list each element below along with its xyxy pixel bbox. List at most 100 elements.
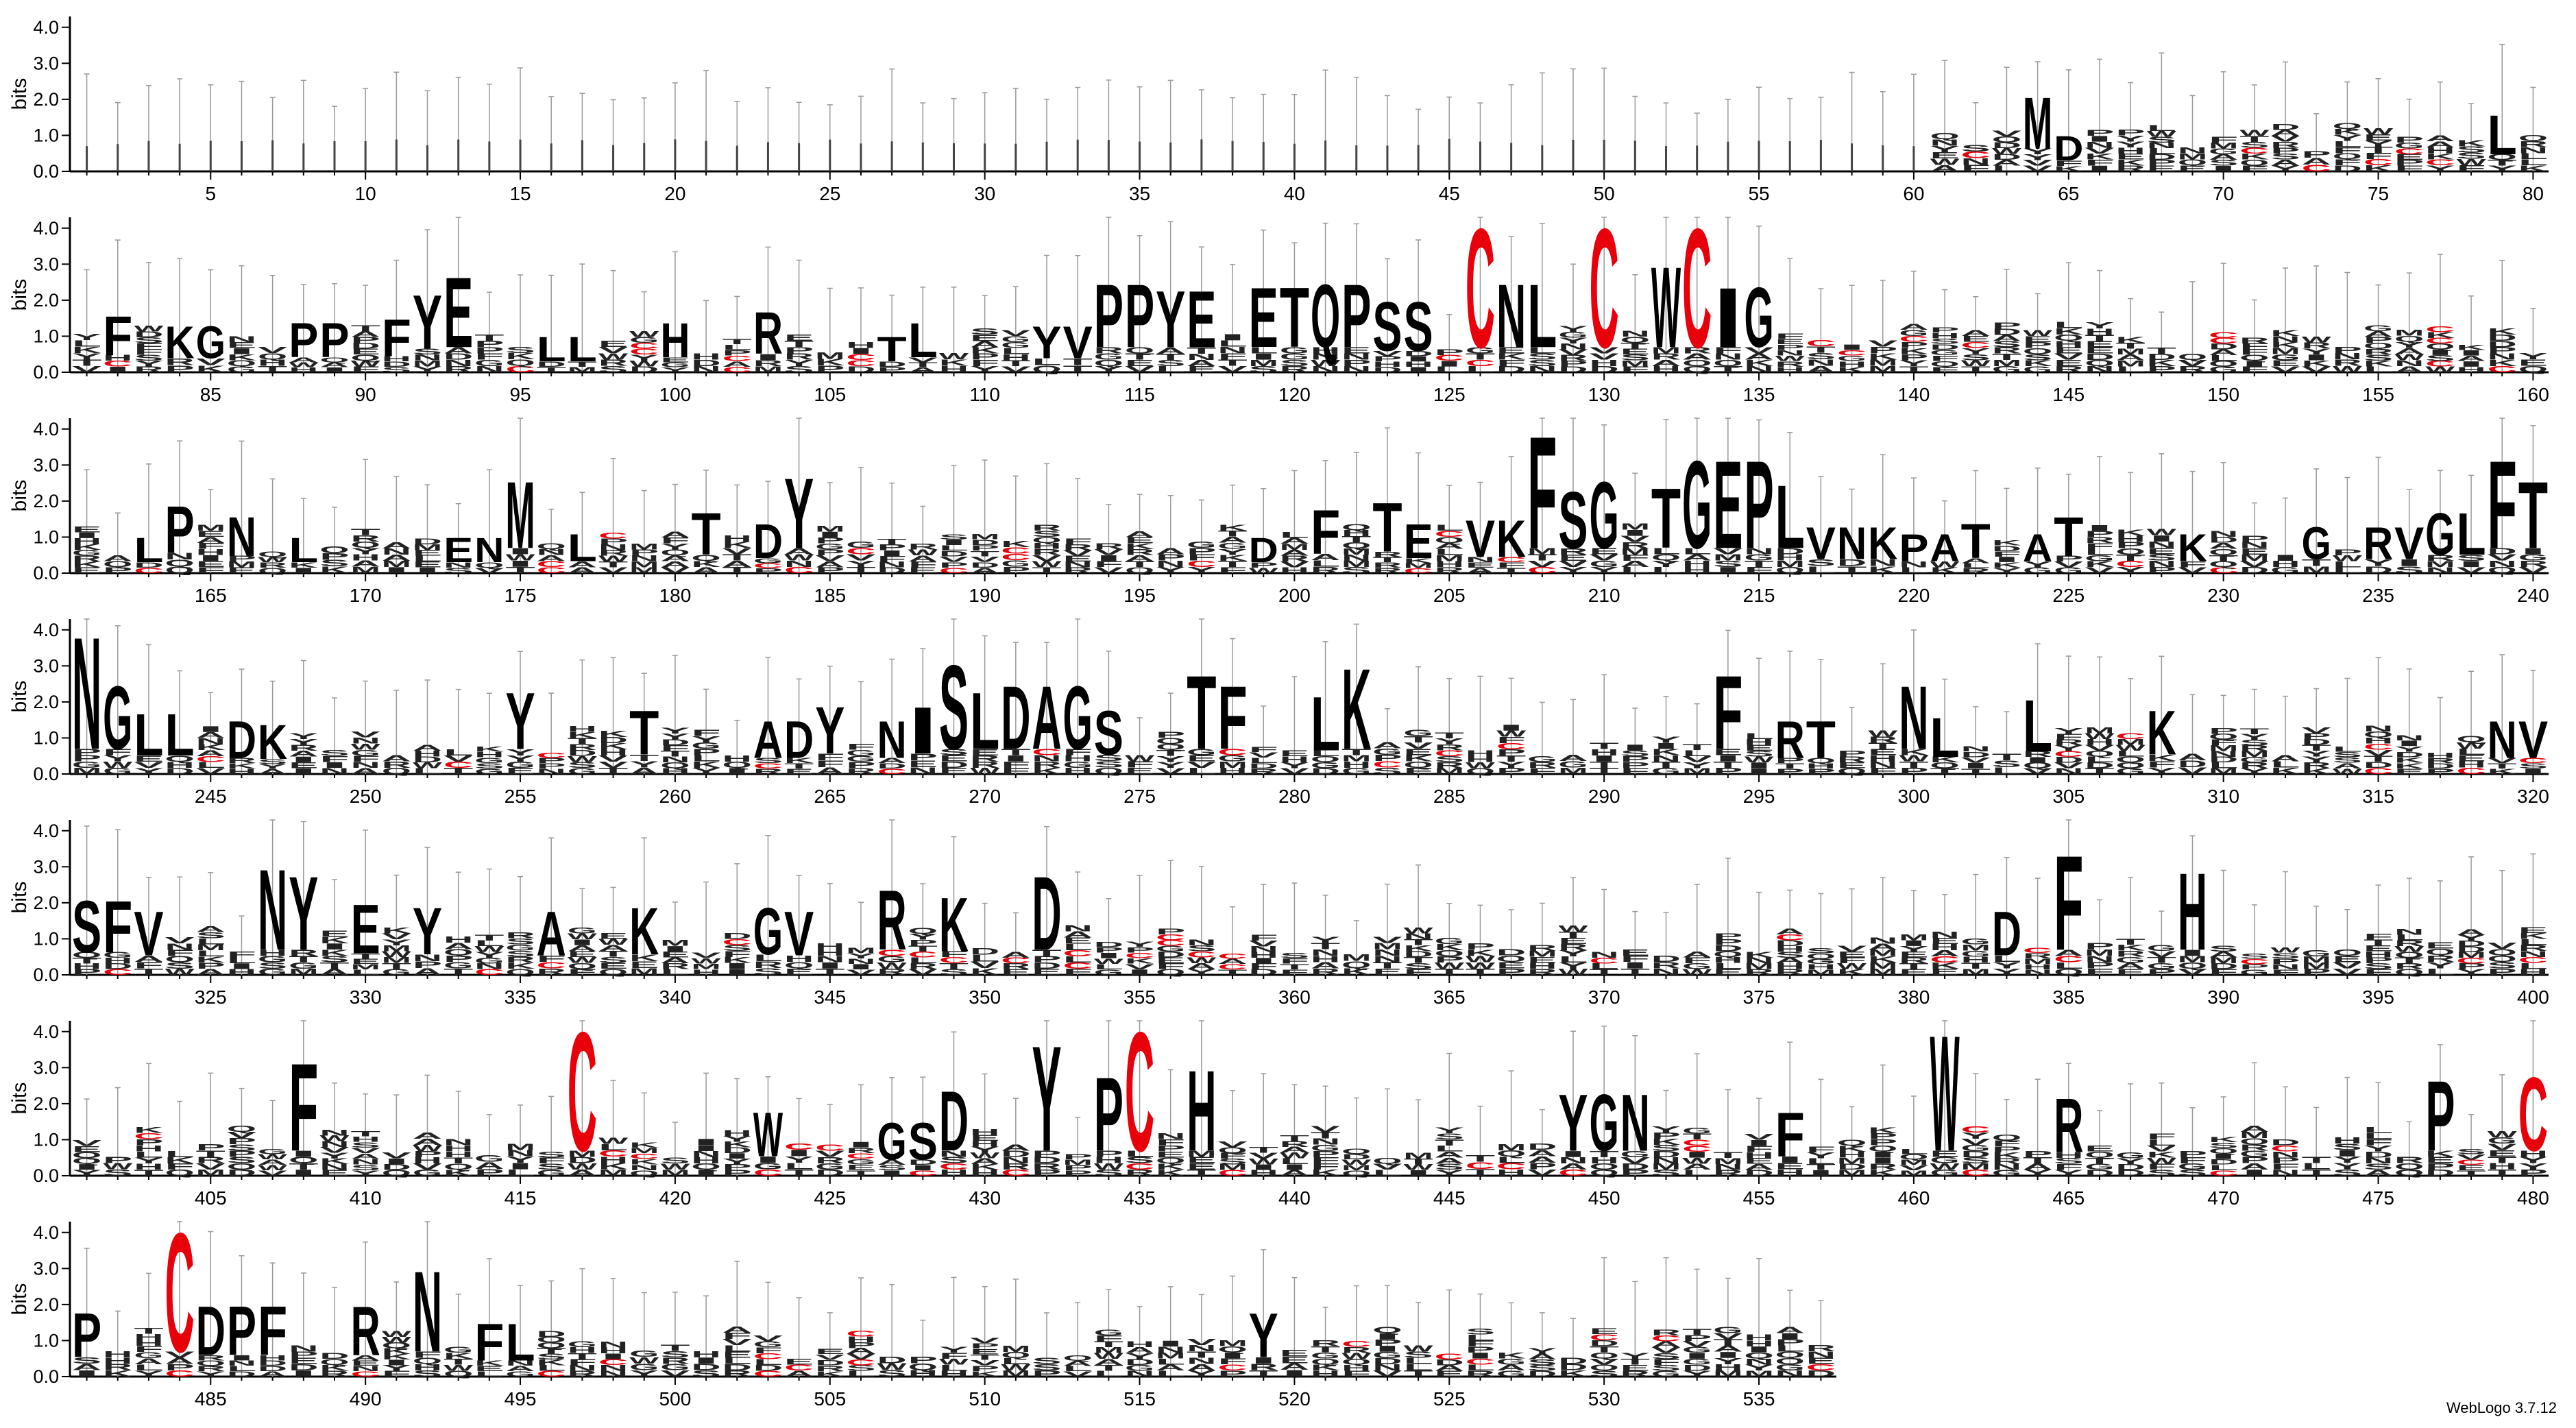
residue-letter: H — [382, 355, 411, 363]
residue-letter: S — [2147, 135, 2176, 144]
residue-letter: T — [474, 332, 504, 342]
residue-letter: S — [2456, 151, 2486, 160]
residue-letter: R — [2270, 141, 2300, 149]
residue-letter: E — [319, 929, 349, 939]
x-tick-label: 405 — [195, 1187, 227, 1209]
x-tick-label: 525 — [1433, 1388, 1466, 1409]
consensus-letter: F — [1217, 667, 1247, 768]
x-tick-label: 245 — [195, 786, 227, 807]
residue-letter: D — [2270, 123, 2300, 132]
residue-letter: P — [2239, 534, 2269, 544]
consensus-letter: N — [1620, 1078, 1650, 1168]
consensus-letter: S — [72, 886, 101, 968]
consensus-letter: N — [1837, 518, 1867, 568]
residue-letter: C — [784, 1141, 814, 1152]
residue-letter: L — [1001, 347, 1030, 356]
consensus-letter: N — [1899, 667, 1928, 768]
x-tick-label: 55 — [1748, 183, 1769, 204]
residue-letter: H — [103, 1350, 132, 1359]
consensus-letter: Y — [1558, 1078, 1588, 1168]
consensus-letter: L — [1930, 706, 1960, 769]
residue-letter: N — [443, 358, 473, 367]
residue-letter: Q — [1992, 135, 2021, 144]
residue-letter: A — [2302, 156, 2331, 167]
consensus-letter: T — [1187, 655, 1216, 772]
x-tick-label: 5 — [205, 183, 216, 204]
residue-letter: Y — [1125, 940, 1154, 949]
residue-letter: M — [1899, 933, 1928, 942]
residue-letter: M — [505, 1142, 535, 1152]
residue-letter: W — [1775, 354, 1806, 363]
residue-letter: K — [1744, 950, 1773, 959]
x-tick-label: 435 — [1123, 1187, 1156, 1209]
residue-letter: C — [2394, 147, 2424, 156]
y-tick-label: 3.0 — [33, 655, 59, 676]
residue-letter: Q — [227, 359, 256, 368]
letter-stack-filler — [1479, 141, 1481, 171]
consensus-letter: M — [505, 462, 535, 568]
consensus-letter: N — [227, 505, 256, 568]
residue-letter: T — [2364, 145, 2393, 155]
residue-letter: G — [2364, 324, 2393, 332]
residue-letter: M — [815, 350, 845, 361]
residue-letter: F — [2364, 152, 2393, 161]
residue-letter: N — [1713, 352, 1742, 361]
letter-stack-filler — [1572, 139, 1575, 171]
residue-letter: G — [1713, 1325, 1742, 1335]
residue-letter: E — [784, 1357, 814, 1367]
residue-letter: Y — [2518, 351, 2548, 361]
residue-letter: D — [443, 352, 473, 361]
consensus-letter: P — [319, 313, 349, 368]
residue-letter: L — [2054, 320, 2083, 330]
residue-letter: G — [474, 1153, 504, 1164]
y-axis-label: bits — [8, 480, 31, 512]
residue-letter: D — [970, 947, 999, 957]
residue-letter: E — [598, 339, 628, 348]
consensus-letter: F — [258, 1292, 287, 1370]
x-tick-label: 390 — [2207, 987, 2239, 1008]
residue-letter: P — [1713, 932, 1742, 941]
residue-letter: A — [2270, 128, 2300, 137]
residue-letter: Y — [1620, 1351, 1650, 1360]
residue-letter: L — [2518, 158, 2548, 167]
letter-stack-filler — [1293, 143, 1296, 171]
consensus-letter: P — [1125, 265, 1154, 366]
y-tick-label: 4.0 — [33, 17, 59, 38]
residue-letter: P — [1992, 321, 2021, 330]
residue-letter: G — [2116, 1151, 2146, 1160]
x-tick-label: 185 — [814, 585, 846, 606]
consensus-letter: D — [1249, 531, 1278, 570]
residue-letter: D — [1496, 365, 1526, 374]
residue-letter: G — [2394, 141, 2424, 150]
y-tick-label: 3.0 — [33, 53, 59, 73]
residue-letter: P — [2333, 548, 2362, 557]
residue-letter: V — [1372, 350, 1402, 358]
consensus-letter: D — [939, 1074, 969, 1169]
residue-letter: E — [2518, 925, 2548, 934]
residue-letter: Y — [1651, 735, 1681, 745]
residue-letter: N — [1311, 365, 1340, 374]
residue-letter: E — [351, 348, 380, 356]
letter-stack-filler — [860, 143, 862, 171]
x-tick-label: 270 — [969, 786, 1001, 807]
residue-letter: N — [1311, 352, 1340, 361]
residue-letter: P — [474, 339, 504, 349]
letter-stack-filler — [890, 141, 893, 171]
residue-letter: M — [2209, 141, 2238, 150]
x-tick-label: 175 — [505, 585, 537, 606]
x-tick-label: 240 — [2517, 585, 2549, 606]
residue-letter: R — [1094, 542, 1123, 551]
y-tick-label: 3.0 — [33, 1057, 59, 1078]
consensus-letter: S — [908, 1112, 938, 1171]
residue-letter: L — [2333, 140, 2362, 149]
x-tick-label: 445 — [1433, 1187, 1466, 1209]
residue-letter: I — [1404, 355, 1433, 363]
residue-letter: P — [2209, 727, 2238, 736]
residue-letter: A — [722, 360, 752, 369]
consensus-letter: P — [1899, 527, 1928, 570]
residue-letter: D — [846, 365, 875, 374]
residue-letter: F — [2364, 932, 2393, 941]
residue-letter: T — [1466, 352, 1495, 361]
residue-letter: W — [2147, 130, 2177, 138]
